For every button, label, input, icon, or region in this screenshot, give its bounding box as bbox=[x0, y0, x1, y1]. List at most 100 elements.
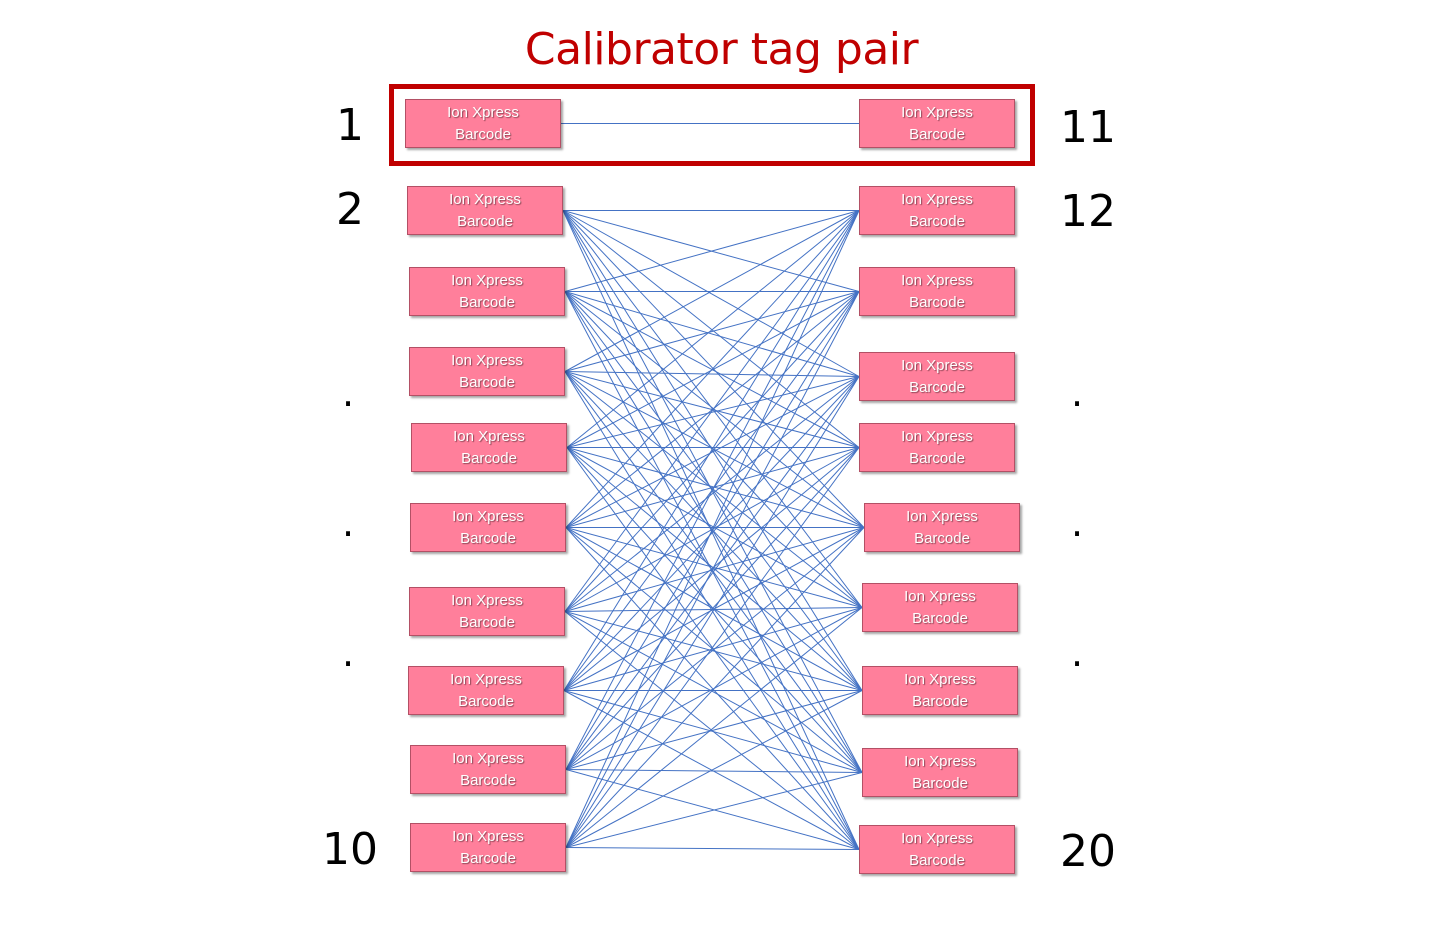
barcode-box-label-line2: Barcode bbox=[912, 609, 968, 627]
connection-line-10-19 bbox=[565, 772, 863, 848]
barcode-box-13: Ion Xpress Barcode bbox=[859, 267, 1015, 316]
barcode-box-6: Ion Xpress Barcode bbox=[410, 503, 566, 552]
connection-line-3-14 bbox=[564, 291, 860, 377]
right-label-11: 11 bbox=[1060, 102, 1116, 153]
connection-line-7-14 bbox=[564, 376, 860, 612]
connection-line-7-19 bbox=[564, 611, 863, 773]
barcode-box-label-line1: Ion Xpress bbox=[452, 507, 524, 525]
barcode-box-label-line2: Barcode bbox=[459, 373, 515, 391]
barcode-box-label-line1: Ion Xpress bbox=[451, 351, 523, 369]
connection-line-4-17 bbox=[564, 371, 863, 608]
barcode-box-label-line1: Ion Xpress bbox=[447, 103, 519, 121]
connection-line-6-14 bbox=[565, 376, 860, 528]
barcode-box-label-line2: Barcode bbox=[909, 212, 965, 230]
barcode-box-label-line1: Ion Xpress bbox=[451, 271, 523, 289]
connection-line-8-12 bbox=[563, 210, 860, 691]
right-ellipsis-dot-2: . bbox=[1071, 501, 1084, 545]
barcode-box-15: Ion Xpress Barcode bbox=[859, 423, 1015, 472]
barcode-box-label-line2: Barcode bbox=[909, 449, 965, 467]
barcode-box-label-line2: Barcode bbox=[912, 774, 968, 792]
barcode-box-17: Ion Xpress Barcode bbox=[862, 583, 1018, 632]
barcode-box-4: Ion Xpress Barcode bbox=[409, 347, 565, 396]
barcode-box-7: Ion Xpress Barcode bbox=[409, 587, 565, 636]
connection-line-7-13 bbox=[564, 291, 860, 612]
connection-line-2-15 bbox=[562, 210, 860, 448]
barcode-box-5: Ion Xpress Barcode bbox=[411, 423, 567, 472]
barcode-box-label-line2: Barcode bbox=[458, 692, 514, 710]
connection-line-9-14 bbox=[565, 376, 860, 770]
barcode-box-label-line2: Barcode bbox=[912, 692, 968, 710]
connection-line-6-20 bbox=[565, 527, 860, 850]
barcode-box-1: Ion Xpress Barcode bbox=[405, 99, 561, 148]
barcode-box-label-line2: Barcode bbox=[461, 449, 517, 467]
barcode-box-2: Ion Xpress Barcode bbox=[407, 186, 563, 235]
connection-line-10-14 bbox=[565, 376, 860, 848]
barcode-box-label-line2: Barcode bbox=[909, 293, 965, 311]
connection-line-4-12 bbox=[564, 210, 860, 372]
connection-line-3-12 bbox=[564, 210, 860, 292]
left-label-1: 1 bbox=[336, 100, 364, 151]
connection-line-6-15 bbox=[565, 447, 860, 528]
barcode-box-label-line2: Barcode bbox=[909, 378, 965, 396]
barcode-box-label-line2: Barcode bbox=[457, 212, 513, 230]
connection-line-9-12 bbox=[565, 210, 860, 770]
barcode-box-label-line1: Ion Xpress bbox=[453, 427, 525, 445]
barcode-box-label-line1: Ion Xpress bbox=[904, 670, 976, 688]
barcode-box-label-line2: Barcode bbox=[914, 529, 970, 547]
barcode-box-label-line1: Ion Xpress bbox=[901, 356, 973, 374]
connection-line-7-18 bbox=[564, 611, 863, 691]
barcode-box-label-line1: Ion Xpress bbox=[904, 587, 976, 605]
connection-line-10-17 bbox=[565, 607, 863, 848]
connection-line-10-16 bbox=[565, 527, 865, 848]
barcode-box-label-line1: Ion Xpress bbox=[451, 591, 523, 609]
left-ellipsis-dot-1: . bbox=[342, 371, 355, 415]
connection-line-9-15 bbox=[565, 447, 860, 770]
barcode-box-11: Ion Xpress Barcode bbox=[859, 99, 1015, 148]
barcode-box-label-line1: Ion Xpress bbox=[906, 507, 978, 525]
connection-line-5-12 bbox=[566, 210, 860, 448]
connection-line-9-13 bbox=[565, 291, 860, 770]
left-ellipsis-dot-3: . bbox=[342, 631, 355, 675]
right-label-20: 20 bbox=[1060, 826, 1116, 877]
barcode-box-label-line1: Ion Xpress bbox=[452, 749, 524, 767]
barcode-box-label-line1: Ion Xpress bbox=[452, 827, 524, 845]
connection-line-6-12 bbox=[565, 210, 860, 528]
barcode-box-20: Ion Xpress Barcode bbox=[859, 825, 1015, 874]
connection-line-8-15 bbox=[563, 447, 860, 691]
connection-line-10-18 bbox=[565, 690, 863, 848]
connection-line-2-14 bbox=[562, 210, 860, 377]
connection-line-7-12 bbox=[564, 210, 860, 612]
right-ellipsis-dot-1: . bbox=[1071, 371, 1084, 415]
connection-line-3-16 bbox=[564, 291, 865, 528]
connection-line-10-12 bbox=[565, 210, 860, 848]
connection-line-9-16 bbox=[565, 527, 865, 770]
diagram-title: Calibrator tag pair bbox=[524, 24, 919, 75]
barcode-box-19: Ion Xpress Barcode bbox=[862, 748, 1018, 797]
connection-line-2-19 bbox=[562, 210, 863, 773]
barcode-box-label-line1: Ion Xpress bbox=[904, 752, 976, 770]
connection-line-10-20 bbox=[565, 847, 860, 850]
right-ellipsis-dot-3: . bbox=[1071, 631, 1084, 675]
barcode-box-label-line1: Ion Xpress bbox=[901, 427, 973, 445]
connection-line-8-19 bbox=[563, 690, 863, 773]
connection-line-4-13 bbox=[564, 291, 860, 372]
connection-line-8-17 bbox=[563, 607, 863, 691]
barcode-box-label-line2: Barcode bbox=[460, 529, 516, 547]
connection-line-6-19 bbox=[565, 527, 863, 773]
barcode-box-label-line1: Ion Xpress bbox=[901, 190, 973, 208]
barcode-box-12: Ion Xpress Barcode bbox=[859, 186, 1015, 235]
connection-line-8-14 bbox=[563, 376, 860, 691]
connection-line-9-20 bbox=[565, 769, 860, 850]
connection-line-5-14 bbox=[566, 376, 860, 448]
barcode-box-9: Ion Xpress Barcode bbox=[410, 745, 566, 794]
barcode-box-18: Ion Xpress Barcode bbox=[862, 666, 1018, 715]
barcode-box-label-line2: Barcode bbox=[459, 293, 515, 311]
barcode-box-10: Ion Xpress Barcode bbox=[410, 823, 566, 872]
right-label-12: 12 bbox=[1060, 186, 1116, 237]
barcode-box-label-line1: Ion Xpress bbox=[449, 190, 521, 208]
barcode-box-label-line2: Barcode bbox=[460, 771, 516, 789]
connection-line-4-14 bbox=[564, 371, 860, 377]
left-label-2: 2 bbox=[336, 184, 364, 235]
barcode-box-label-line1: Ion Xpress bbox=[450, 670, 522, 688]
